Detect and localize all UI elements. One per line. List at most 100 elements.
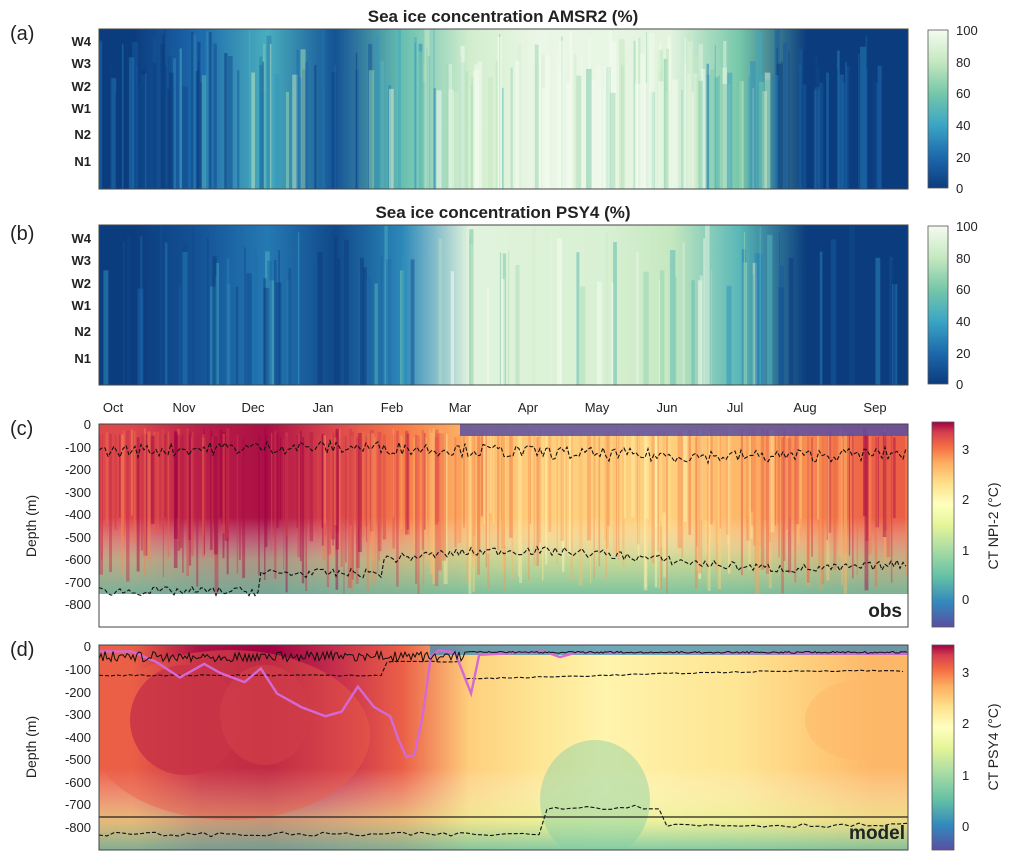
temp-streak bbox=[795, 431, 800, 525]
temp-streak bbox=[274, 430, 277, 579]
temp-streak bbox=[696, 431, 699, 547]
streaks-a-streak bbox=[595, 65, 602, 189]
temp-streak bbox=[186, 428, 189, 577]
streaks-b-streak bbox=[816, 276, 819, 385]
streaks-a-streak bbox=[128, 57, 135, 189]
panel-d-ytick-300: -300 bbox=[65, 707, 91, 722]
panel-a-label: (a) bbox=[10, 23, 34, 45]
temp-streak bbox=[848, 434, 851, 556]
temp-streak bbox=[222, 435, 225, 559]
temp-streak bbox=[504, 435, 506, 546]
streaks-a-streak bbox=[292, 74, 298, 189]
streaks-b-streak bbox=[253, 250, 258, 385]
panel-c-colorbar-bar bbox=[931, 421, 955, 628]
streaks-a-streak bbox=[618, 39, 625, 189]
panel-d-surface-layer bbox=[430, 645, 908, 655]
temp-streak bbox=[283, 436, 285, 570]
panel-c-ytick-0: 0 bbox=[84, 417, 91, 432]
streaks-a-streak bbox=[603, 66, 610, 189]
temp-streak bbox=[659, 431, 662, 589]
month-apr: Apr bbox=[518, 400, 539, 415]
streaks-b-streak bbox=[159, 225, 163, 385]
streaks-b-streak bbox=[374, 283, 378, 385]
streaks-a-streak bbox=[602, 89, 605, 189]
temp-streak bbox=[317, 435, 319, 539]
month-nov: Nov bbox=[172, 400, 196, 415]
temp-streak bbox=[716, 431, 718, 521]
temp-streak bbox=[768, 430, 772, 589]
temp-streak bbox=[644, 437, 649, 519]
panel-b-cb-tick-40: 40 bbox=[956, 314, 970, 329]
temp-streak bbox=[605, 433, 609, 549]
streaks-b-streak bbox=[334, 236, 338, 385]
streaks-a-streak bbox=[474, 64, 478, 189]
streaks-b-streak bbox=[182, 252, 188, 385]
temp-streak bbox=[265, 434, 268, 548]
temp-streak bbox=[357, 433, 362, 553]
temp-streak bbox=[755, 437, 760, 596]
temp-streak bbox=[483, 433, 486, 524]
temp-streak bbox=[843, 435, 847, 594]
panel-c-cb-tick-1: 1 bbox=[962, 543, 969, 558]
temp-streak bbox=[542, 430, 544, 581]
streaks-a-streak bbox=[902, 56, 907, 189]
temp-streak bbox=[258, 434, 260, 576]
temp-streak bbox=[806, 436, 810, 583]
streaks-a-streak bbox=[586, 68, 592, 189]
panel-c-ytick-600: -600 bbox=[65, 552, 91, 567]
streaks-a-streak bbox=[871, 78, 876, 189]
temp-streak bbox=[753, 430, 757, 546]
temp-streak bbox=[811, 437, 813, 557]
temp-streak bbox=[697, 434, 699, 571]
temp-streak bbox=[706, 435, 709, 590]
panel-a-cb-tick-0: 0 bbox=[956, 181, 963, 196]
streaks-a-streak bbox=[812, 54, 815, 189]
streaks-a-streak bbox=[380, 60, 385, 189]
month-axis: Oct Nov Dec Jan Feb Mar Apr May Jun Jul … bbox=[103, 400, 887, 415]
warm-patch-aug bbox=[805, 680, 908, 760]
temp-streak bbox=[330, 436, 334, 557]
temp-streak bbox=[637, 431, 640, 545]
cool-tongue-may bbox=[540, 740, 650, 850]
streaks-a-streak bbox=[99, 40, 103, 189]
temp-streak bbox=[140, 435, 144, 551]
temp-streak bbox=[698, 433, 700, 559]
temp-streak bbox=[99, 434, 103, 575]
temp-streak bbox=[126, 430, 130, 582]
panel-d-tag: model bbox=[849, 823, 905, 844]
streaks-a-streak bbox=[195, 70, 199, 189]
temp-streak bbox=[798, 429, 802, 529]
temp-streak bbox=[704, 429, 708, 555]
temp-streak bbox=[335, 431, 339, 590]
warm-core-nov bbox=[130, 665, 240, 775]
temp-streak bbox=[473, 433, 475, 537]
panel-a-cb-tick-80: 80 bbox=[956, 55, 970, 70]
streaks-a-streak bbox=[495, 60, 498, 189]
temp-streak bbox=[335, 428, 340, 533]
panel-c-ytick-400: -400 bbox=[65, 507, 91, 522]
temp-streak bbox=[819, 435, 822, 591]
panel-b-ytick-w4: W4 bbox=[72, 231, 92, 246]
panel-d-yticks: 0 -100 -200 -300 -400 -500 -600 -700 -80… bbox=[65, 639, 91, 835]
temp-streak bbox=[442, 433, 446, 561]
panel-d-frame bbox=[98, 644, 909, 851]
panel-b-ytick-w1: W1 bbox=[72, 298, 92, 313]
temp-streak bbox=[133, 431, 136, 543]
temp-streak bbox=[370, 429, 374, 532]
temp-streak bbox=[843, 430, 847, 553]
temp-streak bbox=[663, 432, 667, 578]
streaks-b-streak bbox=[450, 271, 454, 385]
temp-streak bbox=[710, 429, 713, 525]
panel-a-ytick-w1: W1 bbox=[72, 101, 92, 116]
streaks-b-streak bbox=[337, 258, 341, 385]
streaks-b-streak bbox=[143, 282, 146, 385]
temp-streak bbox=[334, 437, 337, 526]
temp-streak bbox=[371, 433, 375, 561]
month-sep: Sep bbox=[863, 400, 886, 415]
temp-streak bbox=[492, 429, 495, 524]
temp-streak bbox=[848, 436, 852, 529]
streaks-a-streak bbox=[776, 63, 783, 189]
streaks-b-streak bbox=[500, 279, 505, 385]
temp-streak bbox=[694, 437, 698, 589]
streaks-a-streak bbox=[182, 86, 188, 189]
